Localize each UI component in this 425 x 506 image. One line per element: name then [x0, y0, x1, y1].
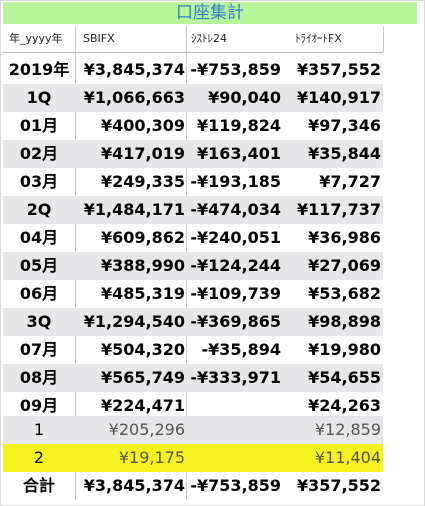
- row-label: 1Q: [26, 88, 52, 107]
- column-header-row: 年_yyyy年 SBIFX ｼｽﾄﾚ24 ﾄﾗｲｵｰﾄFX: [3, 26, 383, 53]
- row-label: 09月: [19, 396, 59, 415]
- row-label: 07月: [19, 340, 59, 359]
- cell-triautofx: ¥357,552: [296, 476, 381, 495]
- cell-triautofx: ¥19,980: [308, 340, 381, 359]
- cell-triautofx: ¥53,682: [308, 284, 381, 303]
- table-row[interactable]: 08月 ¥565,749 -¥333,971 ¥54,655: [3, 364, 383, 392]
- column-header-triautofx[interactable]: ﾄﾗｲｵｰﾄFX: [295, 32, 342, 45]
- cell-systre24: -¥474,034: [190, 200, 281, 219]
- cell-systre24: -¥753,859: [190, 476, 281, 495]
- cell-sbifx: ¥249,335: [100, 172, 185, 191]
- cell-sbifx: ¥1,484,171: [83, 200, 185, 219]
- row-label: 1: [33, 420, 45, 439]
- cell-triautofx: ¥54,655: [308, 368, 381, 387]
- table-row[interactable]: 07月 ¥504,320 -¥35,894 ¥19,980: [3, 336, 383, 364]
- table-row-highlighted[interactable]: 2 ¥19,175 ¥11,404: [3, 444, 383, 472]
- cell-sbifx: ¥3,845,374: [83, 476, 185, 495]
- cell-systre24: -¥240,051: [190, 228, 281, 247]
- total-row[interactable]: 合計 ¥3,845,374 -¥753,859 ¥357,552: [3, 472, 383, 500]
- cell-sbifx: ¥609,862: [100, 228, 185, 247]
- row-label: 2: [33, 448, 45, 467]
- cell-systre24: -¥124,244: [190, 256, 281, 275]
- table-row[interactable]: 06月 ¥485,319 -¥109,739 ¥53,682: [3, 280, 383, 308]
- table-row[interactable]: 02月 ¥417,019 ¥163,401 ¥35,844: [3, 140, 383, 168]
- cell-triautofx: ¥27,069: [308, 256, 381, 275]
- cell-triautofx: ¥12,859: [314, 420, 381, 439]
- cell-triautofx: ¥98,898: [308, 312, 381, 331]
- cell-triautofx: ¥117,737: [296, 200, 381, 219]
- cell-triautofx: ¥7,727: [319, 172, 381, 191]
- row-label: 合計: [22, 476, 55, 495]
- cell-triautofx: ¥11,404: [314, 448, 381, 467]
- cell-systre24: -¥35,894: [201, 340, 281, 359]
- row-label: 3Q: [26, 312, 52, 331]
- cell-triautofx: ¥35,844: [308, 144, 381, 163]
- table-row[interactable]: 3Q ¥1,294,540 -¥369,865 ¥98,898: [3, 308, 383, 336]
- cell-sbifx: ¥388,990: [100, 256, 185, 275]
- cell-triautofx: ¥36,986: [308, 228, 381, 247]
- column-header-sbifx[interactable]: SBIFX: [83, 32, 115, 45]
- cell-sbifx: ¥3,845,374: [83, 60, 185, 79]
- cell-triautofx: ¥24,263: [308, 396, 381, 415]
- table-row[interactable]: 09月 ¥224,471 ¥24,263: [3, 392, 383, 420]
- table-row[interactable]: 1 ¥205,296 ¥12,859: [3, 416, 383, 444]
- row-label: 04月: [19, 228, 59, 247]
- table-row[interactable]: 1Q ¥1,066,663 ¥90,040 ¥140,917: [3, 84, 383, 112]
- row-label: 05月: [19, 256, 59, 275]
- cell-sbifx: ¥205,296: [108, 420, 185, 439]
- cell-sbifx: ¥400,309: [100, 116, 185, 135]
- row-label: 2019年: [8, 60, 70, 79]
- cell-systre24: ¥90,040: [208, 88, 281, 107]
- cell-systre24: -¥333,971: [190, 368, 281, 387]
- cell-sbifx: ¥565,749: [100, 368, 185, 387]
- cell-sbifx: ¥19,175: [118, 448, 185, 467]
- cell-sbifx: ¥224,471: [100, 396, 185, 415]
- cell-systre24: -¥193,185: [190, 172, 281, 191]
- table-row[interactable]: 05月 ¥388,990 -¥124,244 ¥27,069: [3, 252, 383, 280]
- cell-sbifx: ¥417,019: [100, 144, 185, 163]
- row-label: 06月: [19, 284, 59, 303]
- cell-sbifx: ¥504,320: [100, 340, 185, 359]
- row-label: 02月: [19, 144, 59, 163]
- row-label: 01月: [19, 116, 59, 135]
- cell-sbifx: ¥1,294,540: [83, 312, 185, 331]
- row-label: 2Q: [26, 200, 52, 219]
- cell-triautofx: ¥357,552: [296, 60, 381, 79]
- cell-systre24: -¥753,859: [190, 60, 281, 79]
- table-row[interactable]: 03月 ¥249,335 -¥193,185 ¥7,727: [3, 168, 383, 196]
- cell-systre24: -¥109,739: [190, 284, 281, 303]
- cell-sbifx: ¥485,319: [100, 284, 185, 303]
- cell-systre24: ¥163,401: [196, 144, 281, 163]
- row-label: 08月: [19, 368, 59, 387]
- header-right-edge: [383, 26, 384, 52]
- cell-sbifx: ¥1,066,663: [83, 88, 185, 107]
- table-row[interactable]: 2Q ¥1,484,171 -¥474,034 ¥117,737: [3, 196, 383, 224]
- cell-systre24: ¥119,824: [196, 116, 281, 135]
- cell-triautofx: ¥140,917: [296, 88, 381, 107]
- visual-title: 口座集計: [3, 2, 417, 24]
- column-header-systre24[interactable]: ｼｽﾄﾚ24: [191, 32, 227, 45]
- row-label: 03月: [19, 172, 59, 191]
- column-header-year[interactable]: 年_yyyy年: [9, 32, 63, 45]
- cell-triautofx: ¥97,346: [308, 116, 381, 135]
- cell-systre24: -¥369,865: [190, 312, 281, 331]
- table-row[interactable]: 04月 ¥609,862 -¥240,051 ¥36,986: [3, 224, 383, 252]
- table-row[interactable]: 2019年 ¥3,845,374 -¥753,859 ¥357,552: [3, 56, 383, 84]
- table-row[interactable]: 01月 ¥400,309 ¥119,824 ¥97,346: [3, 112, 383, 140]
